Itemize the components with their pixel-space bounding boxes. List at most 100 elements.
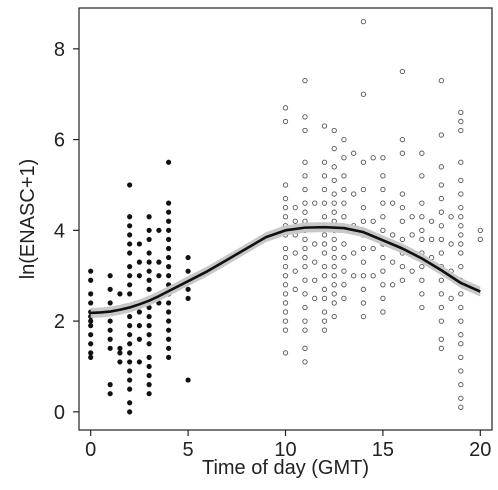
open-point-73: [331, 191, 337, 197]
open-point-181: [448, 214, 454, 220]
filled-point-39: [127, 341, 133, 347]
open-point-210: [477, 236, 483, 243]
filled-point-51: [136, 323, 142, 329]
open-point-158: [419, 263, 425, 270]
open-point-114: [360, 286, 367, 292]
open-point-188: [458, 159, 464, 165]
filled-point-0: [88, 268, 94, 274]
x-tick-label-3: 15: [372, 439, 394, 461]
filled-point-37: [127, 323, 133, 329]
open-point-172: [438, 236, 444, 243]
open-point-11: [282, 273, 289, 279]
open-point-190: [458, 191, 464, 197]
filled-point-9: [88, 341, 94, 347]
open-point-97: [341, 282, 347, 288]
open-point-19: [292, 205, 298, 211]
open-point-23: [292, 268, 298, 274]
filled-point-78: [166, 200, 172, 206]
open-point-166: [438, 132, 444, 138]
open-point-192: [458, 214, 464, 220]
filled-point-57: [146, 250, 152, 256]
open-point-119: [370, 245, 376, 252]
open-point-185: [458, 109, 464, 116]
open-point-91: [341, 200, 347, 206]
open-point-128: [380, 254, 386, 261]
open-point-1: [282, 118, 289, 125]
filled-point-43: [127, 377, 133, 383]
filled-point-40: [127, 350, 133, 356]
open-point-95: [341, 254, 347, 261]
open-point-122: [380, 173, 386, 179]
filled-point-97: [185, 268, 191, 274]
open-point-186: [458, 118, 464, 125]
filled-point-67: [146, 341, 152, 347]
y-axis: 0 2 4 6 8: [54, 39, 79, 424]
open-point-152: [419, 173, 425, 179]
filled-point-58: [146, 259, 152, 265]
open-point-123: [380, 186, 386, 193]
open-point-66: [321, 309, 328, 315]
filled-point-31: [127, 264, 133, 270]
filled-point-34: [127, 291, 133, 297]
filled-point-53: [136, 359, 142, 365]
filled-point-27: [127, 223, 133, 229]
open-point-69: [331, 127, 337, 134]
open-point-5: [282, 214, 289, 220]
open-point-205: [458, 368, 464, 374]
open-point-30: [302, 186, 308, 193]
open-point-120: [370, 273, 376, 279]
open-point-44: [302, 345, 308, 351]
filled-point-64: [146, 313, 152, 320]
open-point-79: [331, 245, 337, 252]
filled-point-60: [146, 277, 152, 283]
filled-point-83: [166, 245, 172, 252]
open-point-83: [331, 282, 337, 288]
filled-point-90: [166, 309, 172, 315]
open-point-15: [282, 309, 289, 315]
open-point-109: [360, 218, 367, 224]
filled-point-94: [166, 345, 172, 351]
open-point-37: [302, 254, 308, 261]
filled-point-3: [88, 300, 94, 306]
filled-point-81: [166, 227, 172, 233]
open-point-184: [448, 295, 454, 302]
open-point-177: [438, 304, 444, 311]
open-point-9: [282, 254, 289, 261]
open-point-204: [458, 354, 464, 361]
filled-point-19: [107, 382, 113, 388]
open-point-179: [438, 336, 444, 342]
open-point-65: [321, 295, 328, 302]
open-point-68: [321, 327, 328, 333]
open-point-49: [312, 259, 318, 265]
open-point-139: [399, 150, 406, 156]
filled-point-82: [166, 236, 172, 243]
open-point-208: [458, 404, 464, 410]
open-point-133: [389, 200, 396, 206]
open-point-74: [331, 200, 337, 206]
open-point-24: [292, 286, 298, 292]
open-point-171: [438, 223, 444, 229]
open-point-48: [312, 241, 318, 247]
open-point-27: [302, 127, 308, 134]
open-point-117: [370, 155, 376, 161]
open-point-96: [341, 268, 347, 274]
filled-point-46: [127, 409, 133, 415]
filled-point-59: [146, 268, 152, 274]
open-point-136: [389, 282, 396, 288]
filled-point-101: [185, 377, 191, 383]
filled-point-52: [136, 336, 142, 342]
filled-point-84: [166, 254, 172, 261]
open-point-105: [360, 91, 367, 97]
filled-point-61: [146, 286, 152, 292]
open-point-202: [458, 332, 464, 338]
open-point-40: [302, 291, 308, 297]
open-point-22: [292, 250, 298, 256]
open-point-200: [458, 304, 464, 311]
open-point-173: [438, 250, 444, 256]
open-point-150: [409, 268, 415, 274]
open-point-99: [351, 150, 357, 156]
open-point-107: [360, 186, 367, 193]
open-point-10: [282, 263, 289, 270]
filled-point-13: [107, 286, 113, 292]
open-point-142: [399, 218, 406, 224]
